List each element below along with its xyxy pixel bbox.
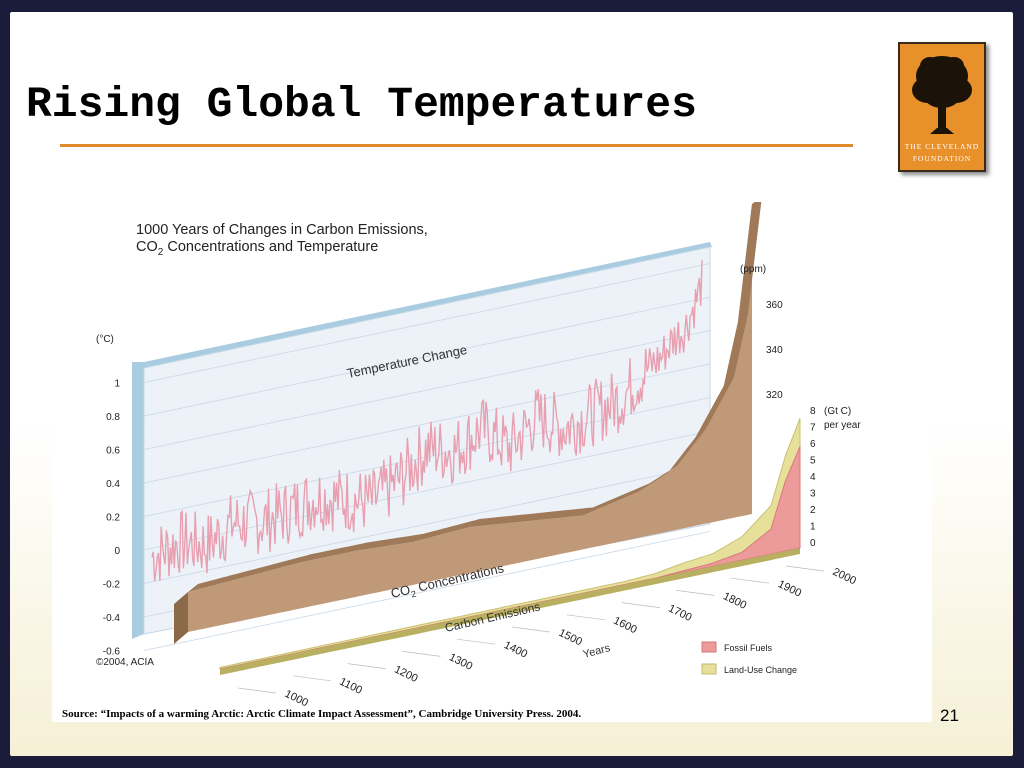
emissions-fossil-fuels-area — [219, 446, 801, 670]
co2-unit-label: (ppm) — [740, 264, 766, 275]
emissions-panel-label: Carbon Emissions — [444, 599, 542, 635]
x-tick-line — [457, 638, 496, 645]
chart-title-line1: 1000 Years of Changes in Carbon Emission… — [136, 222, 428, 238]
x-axis-label: Years — [582, 642, 612, 661]
temperature-gridline — [143, 464, 711, 584]
x-tick-label: 1700 — [666, 603, 693, 625]
temperature-gridline — [143, 330, 711, 450]
temperature-tick-label: 0.4 — [106, 479, 120, 490]
logo-text-line2: FOUNDATION — [912, 154, 972, 163]
x-tick-label: 2000 — [831, 566, 858, 588]
emissions-tick-label: 0 — [810, 538, 816, 549]
logo-text-line1: THE CLEVELAND — [904, 142, 980, 151]
x-tick-line — [237, 687, 277, 694]
chart-panel: 1000 Years of Changes in Carbon Emission… — [52, 196, 932, 722]
x-tick-label: 1500 — [557, 627, 584, 649]
legend-swatch-land-use-change — [701, 663, 717, 675]
temperature-tick-label: 0.2 — [106, 513, 120, 524]
temperature-gridline — [143, 430, 711, 551]
chart-svg: 1000 Years of Changes in Carbon Emission… — [96, 196, 861, 710]
chart-title-line2: CO2 Concentrations and Temperature — [136, 239, 378, 258]
co2-tick-label: 360 — [766, 300, 783, 311]
oak-tree-icon — [912, 56, 972, 134]
x-tick-line — [785, 565, 825, 572]
x-tick-label: 1600 — [611, 615, 638, 637]
x-tick-line — [511, 626, 551, 633]
temperature-panel-top — [144, 242, 712, 368]
emissions-tick-label: 3 — [810, 489, 816, 500]
legend-swatch-fossil-fuels — [701, 641, 717, 653]
temperature-tick-label: 1 — [114, 379, 120, 390]
chart-credit: ©2004, ACIA — [96, 657, 154, 668]
temperature-gridline — [143, 263, 711, 383]
x-tick-line — [621, 602, 660, 608]
cleveland-foundation-logo: THE CLEVELAND FOUNDATION — [898, 42, 986, 172]
co2-ribbon-face — [188, 204, 752, 632]
temperature-tick-label: -0.2 — [103, 580, 121, 591]
x-tick-label: 1300 — [447, 651, 474, 673]
emissions-tick-label: 2 — [810, 505, 816, 516]
x-tick-line — [292, 675, 331, 682]
x-tick-label: 1200 — [392, 664, 419, 686]
co2-y-ticks: 360 340 320 — [766, 300, 783, 401]
emissions-tick-label: 1 — [810, 522, 816, 533]
co2-tick-label: 340 — [766, 345, 783, 356]
temperature-tick-label: -0.6 — [103, 647, 121, 658]
x-tick-line — [566, 614, 605, 621]
legend-label-land-use-change: Land-Use Change — [724, 665, 797, 675]
x-tick-line — [676, 590, 715, 596]
emissions-tick-label: 7 — [810, 423, 816, 434]
page-number: 21 — [940, 706, 959, 725]
temperature-tick-label: 0.8 — [106, 412, 120, 423]
x-tick-label: 1900 — [776, 578, 803, 600]
temperature-tick-label: -0.4 — [103, 613, 121, 624]
legend: Fossil Fuels Land-Use Change — [701, 641, 797, 675]
legend-label-fossil-fuels: Fossil Fuels — [724, 643, 773, 653]
temperature-gridline — [143, 363, 711, 484]
temperature-unit-label: (°C) — [96, 334, 114, 345]
source-citation: Source: “Impacts of a warming Arctic: Ar… — [62, 708, 582, 720]
title-underline — [60, 144, 853, 147]
x-tick-line — [402, 651, 441, 657]
x-tick-label: 1100 — [337, 676, 364, 697]
x-tick-label: 1400 — [502, 639, 529, 661]
temperature-series-line — [151, 260, 703, 582]
x-tick-label: 1800 — [721, 590, 748, 612]
emissions-tick-label: 5 — [810, 456, 816, 467]
emissions-unit-label: (Gt C) — [824, 406, 851, 417]
co2-tick-label: 320 — [766, 390, 783, 401]
co2-ribbon-side — [174, 592, 188, 644]
emissions-tick-label: 6 — [810, 439, 816, 450]
emissions-y-ticks: 8 7 6 5 4 3 2 1 0 — [810, 406, 816, 549]
temperature-tick-label: 0.6 — [106, 446, 120, 457]
emissions-unit-label-2: per year — [824, 420, 861, 431]
x-tick-line — [347, 663, 386, 669]
x-tick-label: 1000 — [283, 688, 310, 710]
temperature-gridline — [143, 531, 711, 651]
temperature-gridline — [143, 296, 711, 417]
emissions-tick-label: 8 — [810, 406, 816, 417]
temperature-panel-edge — [132, 362, 144, 639]
x-tick-line — [731, 577, 770, 584]
slide-title: Rising Global Temperatures — [26, 80, 697, 129]
emissions-base-strip — [220, 548, 800, 675]
temperature-y-ticks: 1 0.8 0.6 0.4 0.2 0 -0.2 -0.4 -0.6 — [103, 379, 121, 658]
temperature-tick-label: 0 — [114, 546, 120, 557]
emissions-tick-label: 4 — [810, 472, 816, 483]
